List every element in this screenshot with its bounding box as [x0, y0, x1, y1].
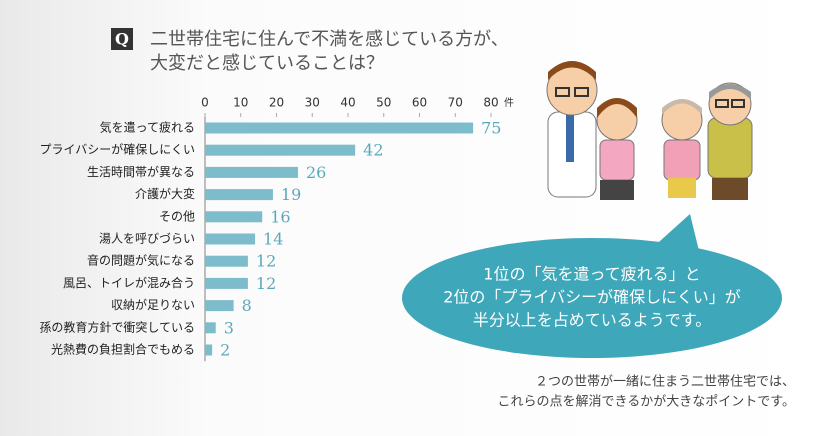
x-tick-label: 40: [340, 96, 355, 110]
bar: [205, 233, 256, 245]
bar: [205, 322, 216, 334]
x-axis-unit: 件: [504, 97, 514, 109]
y-tick-label: 生活時間帯が異なる: [87, 164, 195, 179]
y-tick-label: 音の問題が気になる: [87, 253, 195, 268]
x-tick-label: 70: [448, 96, 463, 110]
value-label: 2: [220, 341, 230, 360]
callout-line: 2位の「プライバシーが確保しにくい」が: [443, 288, 741, 307]
bar: [205, 166, 298, 178]
x-tick-label: 10: [233, 96, 248, 110]
bar: [205, 344, 213, 356]
bar: [205, 122, 474, 134]
x-tick-label: 60: [412, 96, 427, 110]
value-label: 75: [481, 119, 501, 138]
y-tick-label: プライバシーが確保しにくい: [39, 142, 195, 157]
y-tick-label: 光熱費の負担割合でもめる: [51, 342, 195, 357]
x-tick-label: 0: [201, 96, 209, 110]
value-label: 16: [270, 207, 290, 226]
x-tick-label: 50: [376, 96, 391, 110]
value-label: 14: [263, 230, 283, 249]
x-tick-label: 20: [269, 96, 284, 110]
x-tick-label: 80: [483, 96, 498, 110]
bar: [205, 211, 263, 223]
y-tick-label: 介護が大変: [135, 186, 195, 201]
bar: [205, 189, 273, 201]
bar: [205, 300, 234, 312]
family-illustration: [546, 61, 753, 200]
bar: [205, 144, 356, 156]
y-tick-label: 風呂、トイレが混み合う: [63, 275, 195, 290]
y-tick-label: 孫の教育方針で衝突している: [39, 319, 195, 334]
x-tick-label: 30: [305, 96, 320, 110]
callout-bubble: [402, 238, 782, 358]
y-tick-label: その他: [159, 209, 195, 223]
bar: [205, 277, 248, 289]
value-label: 8: [242, 296, 252, 315]
value-label: 42: [363, 141, 383, 160]
footer-line: これらの点を解消できるかが大きなポイントです。: [498, 395, 795, 410]
q-icon: [111, 28, 133, 50]
value-label: 12: [256, 252, 276, 271]
value-label: 3: [224, 318, 234, 337]
value-label: 12: [256, 274, 276, 293]
value-label: 26: [306, 163, 326, 182]
q-icon-text: Q: [115, 30, 129, 49]
title-line: 大変だと感じていることは？: [150, 53, 384, 74]
title-line: 二世帯住宅に住んで不満を感じている方が、: [150, 29, 509, 50]
callout-line: 半分以上を占めているようです。: [473, 311, 711, 330]
y-tick-label: 気を遣って疲れる: [100, 120, 195, 135]
footer-line: ２つの世帯が一緒に住まう二世帯住宅では、: [535, 375, 795, 390]
y-tick-label: 湯人を呼びづらい: [99, 232, 195, 246]
value-label: 19: [281, 185, 301, 204]
y-tick-label: 収納が足りない: [111, 297, 195, 312]
callout-line: 1位の「気を遣って疲れる」と: [483, 265, 700, 284]
bar: [205, 255, 248, 267]
